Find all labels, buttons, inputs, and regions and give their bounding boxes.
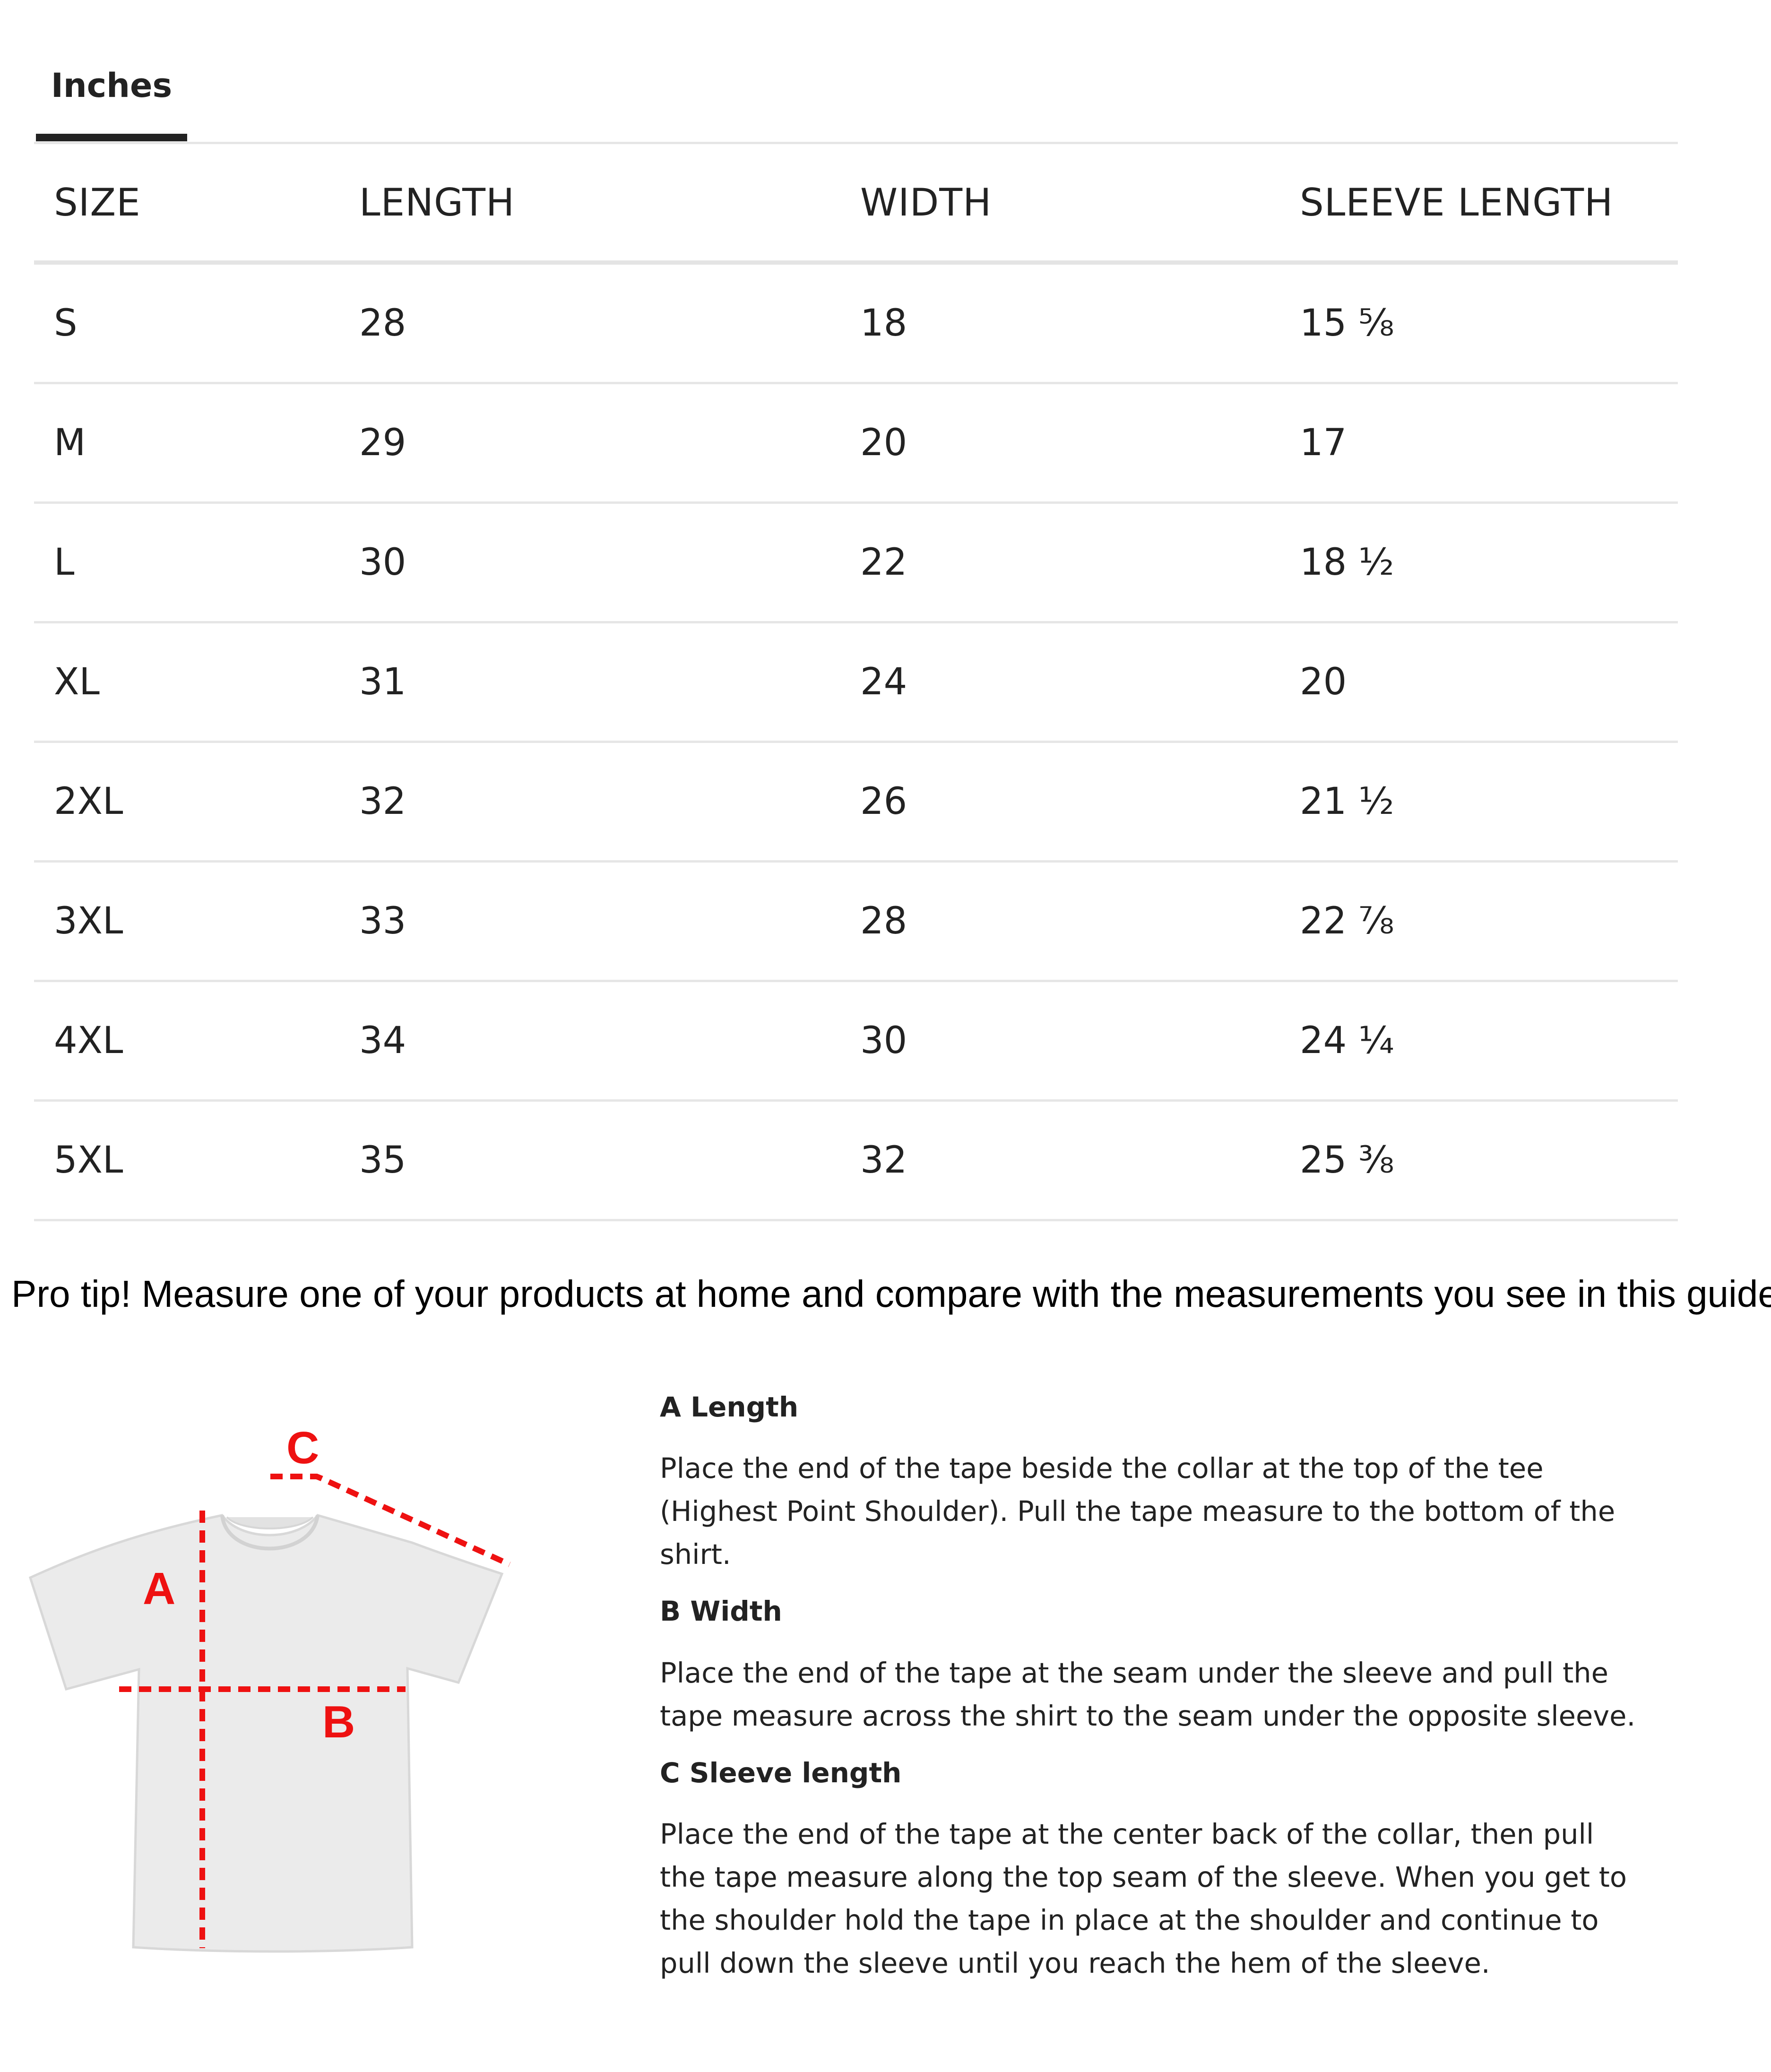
cell-width: 18	[840, 262, 1280, 384]
cell-sleeve-length: 25 ⅜	[1280, 1100, 1678, 1221]
instruction-heading: C Sleeve length	[660, 1756, 902, 1789]
cell-length: 30	[339, 502, 840, 623]
table-row: 5XL 35 32 25 ⅜	[34, 1100, 1678, 1221]
cell-width: 32	[840, 1100, 1280, 1221]
cell-width: 20	[840, 383, 1280, 504]
cell-width: 30	[840, 981, 1280, 1102]
table-row: M 29 20 17	[34, 383, 1678, 504]
header-width: WIDTH	[840, 144, 1280, 265]
cell-width: 28	[840, 861, 1280, 982]
instruction-width: B Width Place the end of the tape at the…	[660, 1594, 1643, 1737]
instruction-sleeve-length: C Sleeve length Place the end of the tap…	[660, 1755, 1643, 1985]
header-sleeve-length: SLEEVE LENGTH	[1280, 144, 1678, 265]
pro-tip-text: Pro tip! Measure one of your products at…	[11, 1273, 1771, 1315]
tshirt-collar	[220, 1515, 320, 1551]
table-row: S 28 18 15 ⅝	[34, 262, 1678, 384]
instruction-body: Place the end of the tape beside the col…	[660, 1452, 1615, 1571]
table-row: 2XL 32 26 21 ½	[34, 742, 1678, 863]
cell-size: S	[34, 262, 339, 384]
cell-size: 2XL	[34, 742, 339, 863]
instruction-heading: B Width	[660, 1595, 782, 1628]
cell-sleeve-length: 21 ½	[1280, 742, 1678, 863]
cell-size: M	[34, 383, 339, 504]
cell-length: 32	[339, 742, 840, 863]
cell-sleeve-length: 17	[1280, 383, 1678, 504]
instruction-length: A Length Place the end of the tape besid…	[660, 1390, 1643, 1576]
instruction-heading: A Length	[660, 1391, 799, 1423]
table-row: L 30 22 18 ½	[34, 502, 1678, 623]
cell-length: 28	[339, 262, 840, 384]
tab-inches[interactable]: Inches	[36, 47, 187, 143]
diagram-label-c: C	[286, 1423, 319, 1473]
measurement-instructions: A Length Place the end of the tape besid…	[660, 1390, 1643, 2003]
table-row: 3XL 33 28 22 ⅞	[34, 861, 1678, 982]
cell-length: 35	[339, 1100, 840, 1221]
cell-width: 26	[840, 742, 1280, 863]
cell-length: 31	[339, 622, 840, 743]
cell-width: 24	[840, 622, 1280, 743]
cell-sleeve-length: 18 ½	[1280, 502, 1678, 623]
header-size: SIZE	[34, 144, 339, 265]
header-length: LENGTH	[339, 144, 840, 265]
diagram-label-b: B	[322, 1697, 355, 1747]
measure-line-c	[270, 1474, 511, 1567]
tab-active-indicator	[36, 134, 187, 141]
tab-divider	[34, 142, 1678, 144]
table-row: 4XL 34 30 24 ¼	[34, 981, 1678, 1102]
cell-size: L	[34, 502, 339, 623]
tshirt-diagram-svg: A B C	[28, 1423, 511, 1953]
cell-sleeve-length: 24 ¼	[1280, 981, 1678, 1102]
tshirt-shape	[28, 1514, 504, 1953]
cell-width: 22	[840, 502, 1280, 623]
diagram-label-a: A	[143, 1563, 175, 1614]
table-header-row: SIZE LENGTH WIDTH SLEEVE LENGTH	[34, 144, 1678, 265]
tshirt-measurement-diagram: A B C	[19, 1404, 539, 1961]
cell-sleeve-length: 22 ⅞	[1280, 861, 1678, 982]
cell-sleeve-length: 20	[1280, 622, 1678, 743]
cell-size: 4XL	[34, 981, 339, 1102]
size-chart-table: SIZE LENGTH WIDTH SLEEVE LENGTH S 28 18 …	[34, 144, 1678, 1221]
cell-size: 3XL	[34, 861, 339, 982]
cell-sleeve-length: 15 ⅝	[1280, 262, 1678, 384]
cell-length: 34	[339, 981, 840, 1102]
table-row: XL 31 24 20	[34, 622, 1678, 743]
instruction-body: Place the end of the tape at the center …	[660, 1818, 1627, 1980]
cell-length: 33	[339, 861, 840, 982]
cell-size: XL	[34, 622, 339, 743]
instruction-body: Place the end of the tape at the seam un…	[660, 1656, 1636, 1732]
cell-length: 29	[339, 383, 840, 504]
cell-size: 5XL	[34, 1100, 339, 1221]
tab-inches-label: Inches	[51, 66, 173, 105]
